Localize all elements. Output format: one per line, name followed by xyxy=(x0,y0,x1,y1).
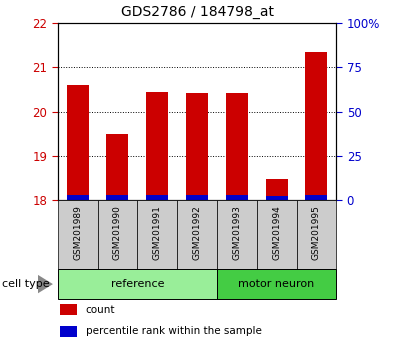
Text: count: count xyxy=(86,305,115,315)
Bar xyxy=(217,269,336,299)
Bar xyxy=(306,52,327,200)
Polygon shape xyxy=(38,275,53,293)
Bar xyxy=(107,133,129,200)
Text: motor neuron: motor neuron xyxy=(238,279,315,289)
Bar xyxy=(58,269,217,299)
Bar xyxy=(266,195,287,200)
Bar xyxy=(266,179,287,200)
Bar xyxy=(60,326,77,337)
Bar xyxy=(226,195,248,200)
Bar xyxy=(107,195,129,200)
Text: GSM201993: GSM201993 xyxy=(232,205,241,260)
Text: GSM201994: GSM201994 xyxy=(272,205,281,260)
Text: cell type: cell type xyxy=(2,279,50,289)
Bar xyxy=(66,85,89,200)
Text: GSM201991: GSM201991 xyxy=(153,205,162,260)
Text: GSM201992: GSM201992 xyxy=(193,205,201,260)
Bar xyxy=(177,200,217,269)
Bar xyxy=(66,195,89,200)
Bar xyxy=(217,200,257,269)
Bar xyxy=(58,200,98,269)
Text: GSM201990: GSM201990 xyxy=(113,205,122,260)
Bar xyxy=(186,195,208,200)
Bar xyxy=(257,200,297,269)
Text: percentile rank within the sample: percentile rank within the sample xyxy=(86,326,261,336)
Bar xyxy=(186,93,208,200)
Bar xyxy=(226,93,248,200)
Bar xyxy=(146,92,168,200)
Text: GSM201995: GSM201995 xyxy=(312,205,321,260)
Title: GDS2786 / 184798_at: GDS2786 / 184798_at xyxy=(121,5,273,19)
Bar xyxy=(146,195,168,200)
Bar xyxy=(306,195,327,200)
Bar xyxy=(60,304,77,315)
Bar xyxy=(137,200,177,269)
Bar xyxy=(297,200,336,269)
Text: GSM201989: GSM201989 xyxy=(73,205,82,260)
Bar xyxy=(98,200,137,269)
Text: reference: reference xyxy=(111,279,164,289)
